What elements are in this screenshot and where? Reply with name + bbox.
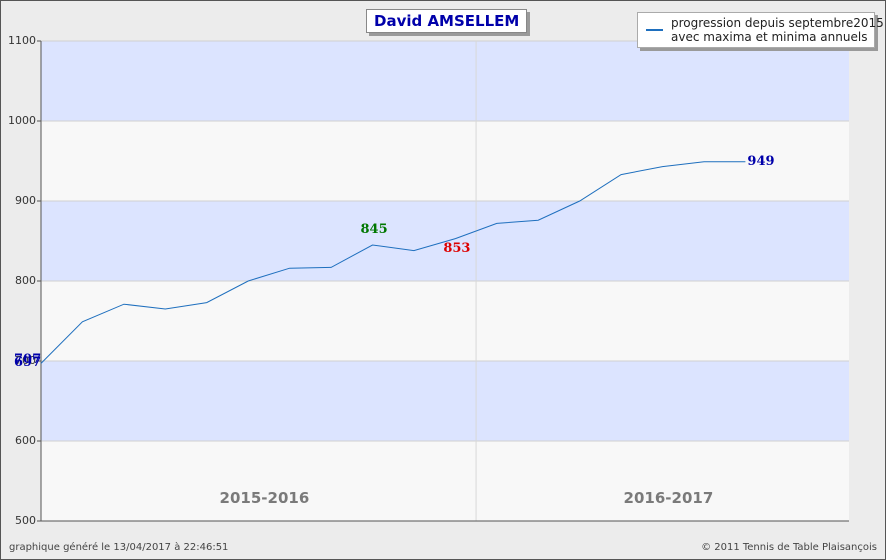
data-label: 853: [443, 240, 471, 256]
legend-label-line1: progression depuis septembre2015: [671, 16, 884, 30]
season-label: 2016-2017: [623, 489, 714, 507]
plot-band: [41, 41, 849, 121]
y-tick-label: 700: [15, 354, 36, 367]
legend-label-line2: avec maxima et minima annuels: [671, 30, 868, 44]
data-label: 845: [360, 222, 388, 237]
plot-band: [41, 441, 849, 521]
y-tick-label: 1100: [8, 34, 36, 47]
season-label: 2015-2016: [219, 489, 310, 507]
generated-timestamp: graphique généré le 13/04/2017 à 22:46:5…: [9, 542, 229, 553]
series-line: [40, 161, 746, 364]
plot-band: [41, 361, 849, 441]
chart-title: David AMSELLEM: [366, 9, 528, 33]
y-tick-label: 600: [15, 434, 36, 447]
legend-swatch: [646, 29, 663, 31]
axes: [37, 40, 849, 522]
plot-band: [41, 121, 849, 201]
plot-band: [41, 281, 849, 361]
plot-band: [41, 201, 849, 281]
series-lines: [40, 161, 746, 364]
y-tick-label: 900: [15, 194, 36, 207]
data-label: 697: [14, 355, 42, 371]
y-tick-label: 500: [15, 514, 36, 527]
copyright-notice: © 2011 Tennis de Table Plaisançois: [701, 542, 877, 553]
y-tick-label: 1000: [8, 114, 36, 127]
data-label: 707: [14, 352, 42, 368]
y-tick-label: 800: [15, 274, 36, 287]
plot-bands: [41, 41, 849, 521]
legend: progression depuis septembre2015 avec ma…: [637, 12, 884, 48]
data-label: 949: [747, 153, 775, 169]
